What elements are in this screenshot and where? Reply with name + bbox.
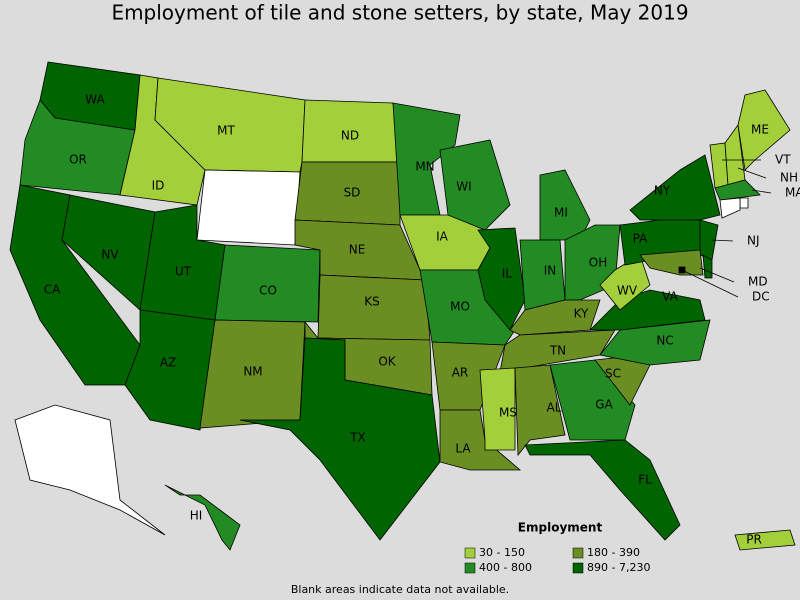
state: [599, 254, 651, 311]
state-label: NH: [780, 171, 798, 185]
state-label: AR: [452, 366, 469, 380]
state-label: VT: [775, 153, 791, 167]
legend-swatch: [464, 547, 476, 559]
state-label: HI: [190, 509, 203, 523]
state-label: MT: [217, 124, 235, 138]
state-label: NY: [654, 184, 671, 198]
state-label: WA: [85, 93, 105, 107]
state-label: WI: [456, 180, 471, 194]
state-label: ID: [152, 179, 165, 193]
state: [719, 197, 741, 219]
legend-label: 400 - 800: [479, 561, 532, 574]
legend-label: 30 - 150: [479, 546, 525, 559]
state-label: NE: [349, 243, 366, 257]
state: [479, 367, 516, 451]
state: [739, 197, 749, 209]
state-label: KY: [574, 307, 589, 321]
legend-title: Employment: [518, 521, 603, 535]
state-label: IN: [544, 264, 557, 278]
state: [524, 439, 681, 541]
state-label: IA: [436, 230, 449, 244]
state-label: LA: [455, 442, 471, 456]
state-label: PA: [633, 232, 648, 246]
state-label: WV: [617, 284, 638, 298]
legend-swatch: [464, 562, 476, 574]
state-label: MS: [499, 406, 517, 420]
state: [599, 319, 711, 366]
state: [239, 337, 441, 541]
leader-line: [737, 167, 767, 179]
state-label: MI: [554, 206, 568, 220]
note: Blank areas indicate data not available.: [291, 583, 509, 596]
state: [196, 169, 301, 246]
state-label: MO: [450, 300, 470, 314]
state: [124, 309, 216, 431]
state-label: IL: [502, 267, 513, 281]
state: [477, 227, 526, 331]
state-label: FL: [638, 473, 652, 487]
state: [439, 409, 522, 471]
state: [549, 359, 636, 441]
state: [439, 139, 511, 231]
state-label: MN: [415, 160, 434, 174]
state: [519, 239, 566, 311]
leader-line: [681, 269, 739, 298]
state-label: KS: [364, 295, 380, 309]
state-label: SD: [344, 186, 361, 200]
state-label: OH: [589, 256, 607, 270]
state-label: OK: [378, 355, 396, 369]
leader-line: [699, 267, 735, 283]
state: [214, 244, 321, 323]
state-label: AZ: [160, 356, 176, 370]
state-label: ME: [751, 123, 769, 137]
state-label: ND: [341, 129, 359, 143]
state-label: OR: [69, 153, 87, 167]
state-label: MA: [785, 186, 800, 200]
state-label: TN: [549, 344, 566, 358]
legend-label: 890 - 7,230: [587, 561, 650, 574]
state-label: PR: [746, 533, 762, 547]
state: [714, 179, 761, 201]
state: [14, 404, 166, 536]
state-label: CA: [44, 283, 61, 297]
legend-swatch: [572, 562, 584, 574]
state: [514, 364, 566, 457]
state-label: MD: [748, 275, 768, 289]
state: [164, 484, 241, 551]
state-label: TX: [349, 431, 366, 445]
state-label: AL: [547, 401, 562, 415]
state: [499, 329, 616, 373]
state-label: UT: [175, 265, 192, 279]
state-label: NV: [101, 248, 119, 262]
state: [629, 154, 721, 221]
map-title: Employment of tile and stone setters, by…: [111, 1, 688, 25]
state-label: SC: [605, 367, 621, 381]
state-label: CO: [259, 284, 277, 298]
state-label: NM: [243, 365, 262, 379]
state-label: DC: [752, 290, 770, 304]
state: [734, 529, 796, 551]
state-label: GA: [595, 398, 613, 412]
state-label: VA: [662, 290, 678, 304]
state-label: NC: [656, 334, 673, 348]
legend-swatch: [572, 547, 584, 559]
leader-line: [751, 189, 772, 194]
state: [737, 89, 791, 171]
leader-line: [711, 239, 734, 242]
state-label: NJ: [747, 234, 760, 248]
state: [419, 269, 516, 346]
legend-label: 180 - 390: [587, 546, 640, 559]
